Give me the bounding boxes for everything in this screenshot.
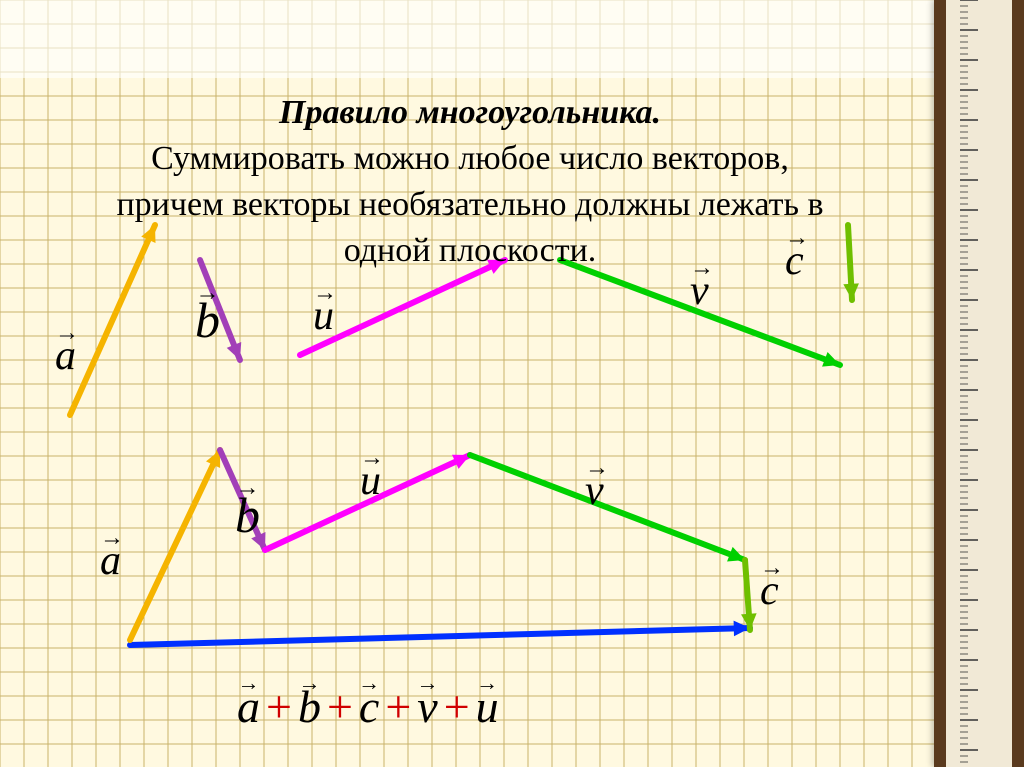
vectors-layer: [0, 0, 1024, 767]
diagram-stage: Правило многоугольника. Суммировать можн…: [0, 0, 1024, 767]
